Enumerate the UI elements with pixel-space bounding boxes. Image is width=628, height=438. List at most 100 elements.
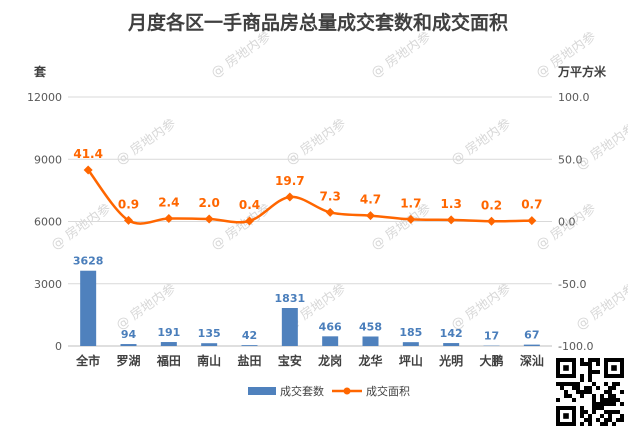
qr-module	[572, 398, 576, 402]
qr-finder-eye-2	[563, 413, 569, 419]
qr-module	[600, 414, 604, 418]
line-value-label-5: 19.7	[275, 174, 305, 188]
left-tick-label-0: 0	[55, 340, 62, 353]
right-axis-unit: 万平方米	[557, 64, 607, 79]
qr-module	[600, 394, 604, 398]
bar-value-label-1: 94	[121, 328, 137, 341]
qr-module	[588, 362, 592, 366]
qr-module	[588, 370, 592, 374]
qr-module	[600, 402, 604, 406]
qr-module	[604, 382, 608, 386]
bar-value-label-4: 42	[242, 329, 257, 342]
line-value-label-11: 0.7	[521, 198, 542, 212]
line-point-3	[205, 215, 214, 224]
qr-module	[608, 402, 612, 406]
qr-module	[572, 386, 576, 390]
qr-module	[592, 358, 596, 362]
qr-module	[560, 386, 564, 390]
qr-module	[584, 410, 588, 414]
legend-line-label: 成交面积	[366, 384, 410, 398]
category-label-1: 罗湖	[116, 353, 140, 368]
category-label-9: 光明	[438, 353, 463, 368]
watermark-layer: @ 房地内参@ 房地内参@ 房地内参@ 房地内参@ 房地内参@ 房地内参@ 房地…	[48, 29, 628, 334]
qr-module	[580, 390, 584, 394]
bar-11	[524, 345, 540, 346]
qr-module	[604, 410, 608, 414]
chart-title: 月度各区一手商品房总量成交套数和成交面积	[127, 11, 508, 34]
bar-value-label-5: 1831	[275, 292, 306, 305]
line-value-label-3: 2.0	[199, 196, 220, 210]
qr-module	[588, 374, 592, 378]
qr-module	[568, 382, 572, 386]
right-tick-label-4: 100.0	[558, 91, 590, 104]
qr-module	[608, 390, 612, 394]
qr-module	[612, 394, 616, 398]
qr-module	[592, 398, 596, 402]
right-tick-label-3: 50.0	[558, 153, 583, 166]
qr-module	[564, 394, 568, 398]
qr-module	[580, 374, 584, 378]
right-tick-label-0: -100.0	[558, 340, 593, 353]
qr-module	[616, 418, 620, 422]
qr-module	[592, 382, 596, 386]
category-label-0: 全市	[75, 353, 100, 368]
legend-bar-label: 成交套数	[280, 384, 324, 398]
qr-module	[580, 358, 584, 362]
category-label-5: 宝安	[278, 353, 302, 368]
qr-module	[616, 410, 620, 414]
qr-module	[596, 370, 600, 374]
qr-module	[556, 382, 560, 386]
qr-module	[580, 410, 584, 414]
qr-module	[608, 418, 612, 422]
qr-module	[576, 382, 580, 386]
watermark-4: @ 房地内参	[283, 116, 349, 169]
qr-module	[608, 410, 612, 414]
qr-module	[564, 390, 568, 394]
line-value-label-10: 0.2	[481, 198, 502, 212]
qr-module	[620, 414, 624, 418]
line-value-label-4: 0.4	[239, 198, 260, 212]
left-tick-label-3: 9000	[34, 153, 62, 166]
legend: 成交套数 成交面积	[248, 384, 410, 398]
bar-5	[282, 308, 298, 346]
category-label-11: 深汕	[520, 353, 544, 368]
qr-module	[596, 386, 600, 390]
qr-module	[588, 366, 592, 370]
qr-module	[564, 382, 568, 386]
qr-module	[608, 386, 612, 390]
qr-module	[612, 422, 616, 426]
qr-module	[588, 386, 592, 390]
qr-module	[604, 398, 608, 402]
qr-module	[572, 382, 576, 386]
qr-module	[608, 394, 612, 398]
category-label-8: 坪山	[399, 353, 423, 368]
qr-module	[608, 414, 612, 418]
bar-2	[161, 342, 177, 346]
qr-module	[560, 382, 564, 386]
line-value-label-6: 7.3	[320, 189, 341, 203]
bar-8	[403, 342, 419, 346]
legend-bar-swatch	[248, 387, 276, 395]
qr-module	[600, 406, 604, 410]
category-label-10: 大鹏	[479, 353, 503, 368]
qr-module	[556, 398, 560, 402]
qr-module	[612, 410, 616, 414]
qr-module	[576, 386, 580, 390]
watermark-1: @ 房地内参	[368, 29, 434, 82]
qr-module	[584, 386, 588, 390]
line-point-9	[447, 215, 456, 224]
qr-module	[616, 398, 620, 402]
bar-0	[80, 271, 96, 346]
qr-module	[604, 390, 608, 394]
qr-module	[596, 362, 600, 366]
watermark-13: @ 房地内参	[448, 281, 514, 334]
qr-module	[592, 410, 596, 414]
qr-module	[588, 414, 592, 418]
bar-value-label-10: 17	[484, 330, 499, 343]
bar-1	[121, 344, 137, 346]
qr-module	[620, 402, 624, 406]
qr-module	[596, 406, 600, 410]
qr-module	[592, 394, 596, 398]
